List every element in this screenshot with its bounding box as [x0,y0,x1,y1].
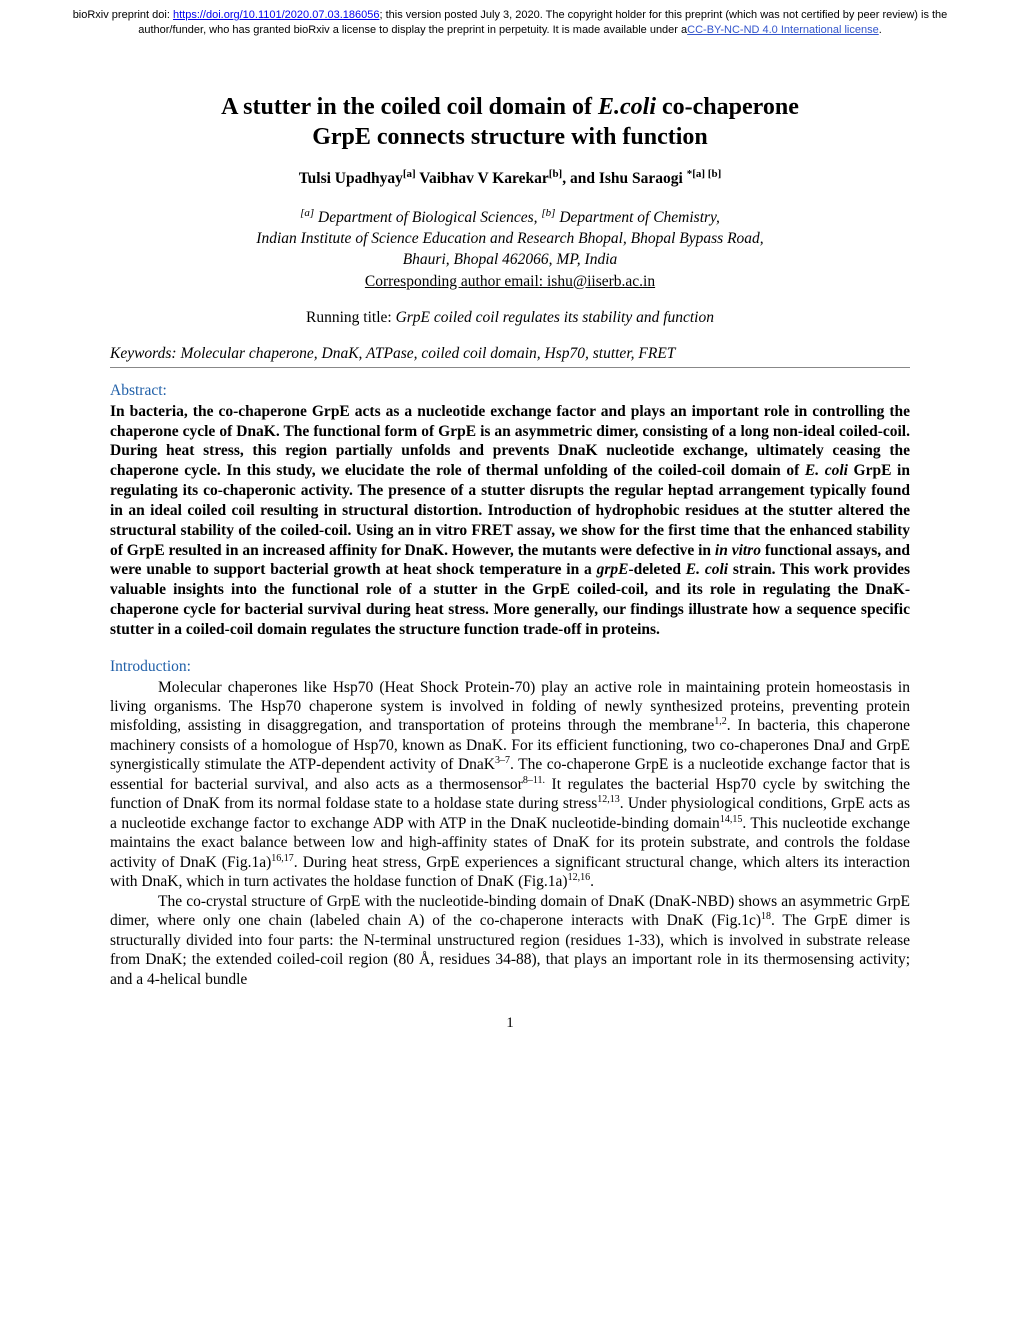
banner-prefix: bioRxiv preprint doi: [73,9,173,21]
page: bioRxiv preprint doi: https://doi.org/10… [0,0,1020,1062]
title-line1-post: co-chaperone [656,94,799,120]
running-title-label: Running title: [306,309,396,326]
divider [110,367,910,368]
running-title: Running title: GrpE coiled coil regulate… [110,309,910,327]
content-area: A stutter in the coiled coil domain of E… [0,42,1020,1062]
keywords: Keywords: Molecular chaperone, DnaK, ATP… [110,345,910,363]
abstract-heading: Abstract: [110,382,910,400]
page-number: 1 [110,1015,910,1032]
intro-paragraph-1: Molecular chaperones like Hsp70 (Heat Sh… [110,678,910,892]
title-line1-italic: E.coli [598,94,656,120]
banner-suffix: . [879,24,882,36]
paper-title: A stutter in the coiled coil domain of E… [110,92,910,152]
preprint-banner: bioRxiv preprint doi: https://doi.org/10… [0,0,1020,42]
affiliation: [a] Department of Biological Sciences, [… [110,206,910,271]
authors: Tulsi Upadhyay[a] Vaibhav V Karekar[b], … [110,168,910,188]
corresponding-author: Corresponding author email: ishu@iiserb.… [110,273,910,291]
title-line1-pre: A stutter in the coiled coil domain of [221,94,598,120]
intro-paragraph-2: The co-crystal structure of GrpE with th… [110,892,910,989]
doi-link[interactable]: https://doi.org/10.1101/2020.07.03.18605… [173,9,380,21]
abstract-body: In bacteria, the co-chaperone GrpE acts … [110,402,910,640]
license-link[interactable]: CC-BY-NC-ND 4.0 International license [687,24,879,36]
running-title-text: GrpE coiled coil regulates its stability… [396,309,714,326]
title-line2: GrpE connects structure with function [312,124,708,150]
introduction-body: Molecular chaperones like Hsp70 (Heat Sh… [110,678,910,989]
introduction-heading: Introduction: [110,658,910,676]
